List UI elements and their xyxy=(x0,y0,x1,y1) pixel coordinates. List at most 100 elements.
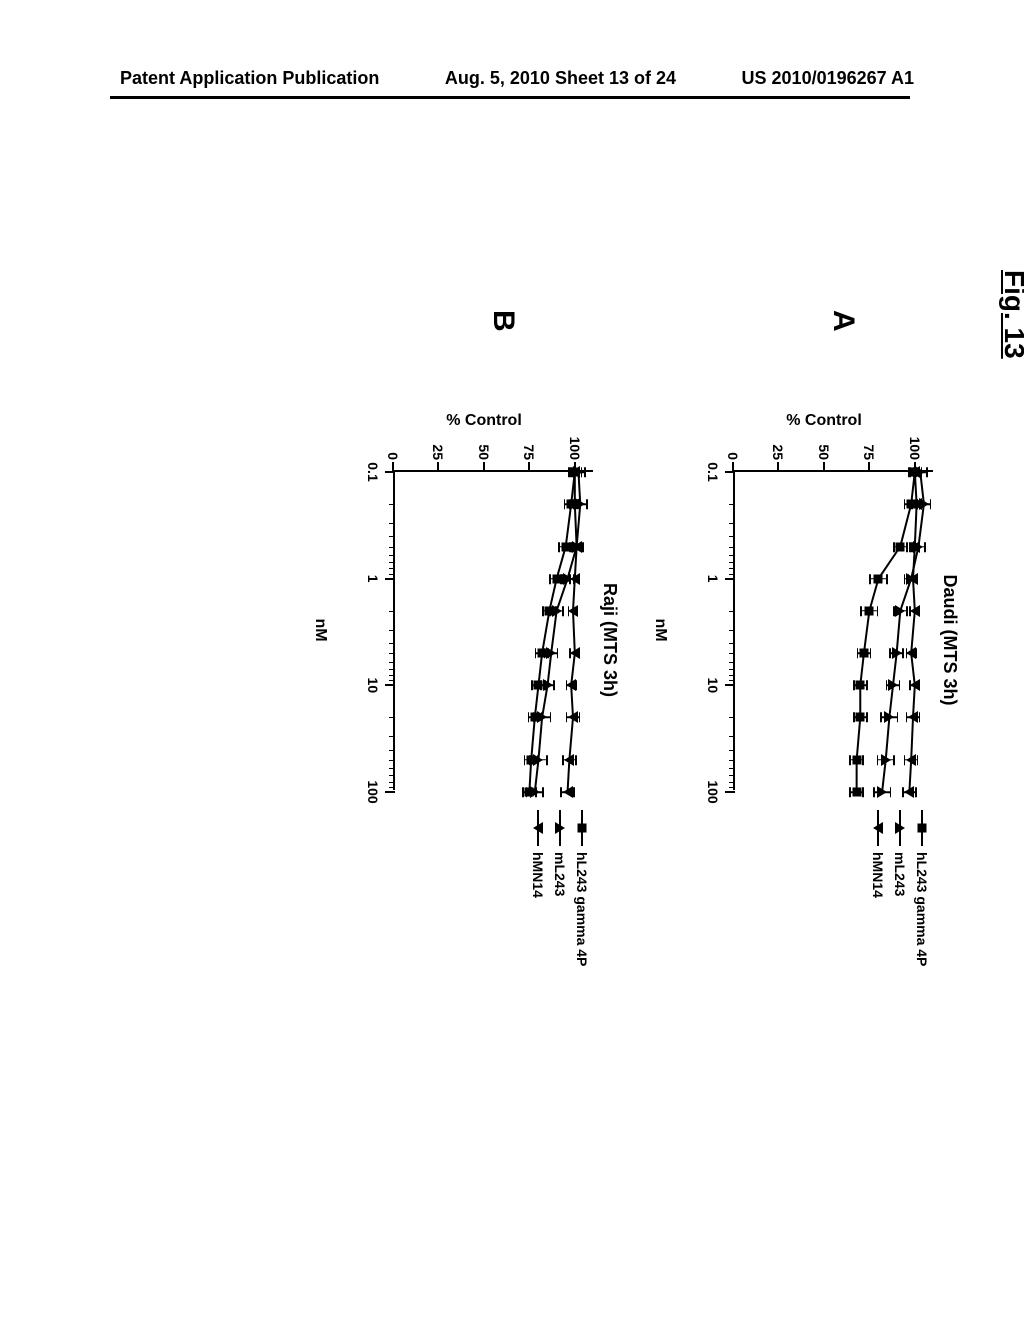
data-marker xyxy=(910,466,920,478)
legend-marker-icon xyxy=(578,824,587,833)
data-marker xyxy=(906,754,916,766)
x-tick-label: 1 xyxy=(365,575,381,583)
panel-a-letter: A xyxy=(826,310,860,332)
data-marker xyxy=(884,711,894,723)
data-marker xyxy=(566,679,576,691)
data-marker xyxy=(906,647,916,659)
legend-item: hMN14 xyxy=(530,810,546,966)
legend-swatch xyxy=(871,810,885,846)
data-marker xyxy=(568,605,578,617)
y-tick xyxy=(483,462,485,472)
legend-label: hL243 gamma 4P xyxy=(574,852,590,966)
data-marker xyxy=(892,647,902,659)
legend-item: mL243 xyxy=(892,810,908,966)
legend-item: hL243 gamma 4P xyxy=(574,810,590,966)
panel-a-title: Daudi (MTS 3h) xyxy=(939,420,960,860)
data-marker xyxy=(910,605,920,617)
data-marker xyxy=(537,711,547,723)
legend-marker-icon xyxy=(533,822,543,834)
x-tick-label: 10 xyxy=(365,678,381,694)
panel-b-legend: hL243 gamma 4P mL243 hMN14 xyxy=(524,810,590,966)
y-tick-label: 100 xyxy=(567,424,583,460)
legend-item: mL243 xyxy=(552,810,568,966)
data-marker xyxy=(856,681,865,690)
data-marker xyxy=(865,606,874,615)
data-marker xyxy=(874,574,883,583)
data-marker xyxy=(910,541,920,553)
y-tick-label: 0 xyxy=(725,424,741,460)
data-marker xyxy=(888,679,898,691)
legend-swatch xyxy=(915,810,929,846)
legend-swatch xyxy=(893,810,907,846)
legend-label: mL243 xyxy=(892,852,908,896)
panel-b-plot-wrap: % Control 02550751000.1110100 nM xyxy=(363,470,593,790)
x-tick-label: 1 xyxy=(705,575,721,583)
panel-b-plot: 02550751000.1110100 xyxy=(393,470,593,790)
data-marker xyxy=(881,754,891,766)
y-tick-label: 75 xyxy=(861,424,877,460)
series-line xyxy=(909,472,916,792)
legend-swatch xyxy=(531,810,545,846)
data-marker xyxy=(852,755,861,764)
legend-label: hMN14 xyxy=(530,852,546,898)
series-line xyxy=(882,472,924,792)
legend-item: hMN14 xyxy=(870,810,886,966)
data-marker xyxy=(912,498,922,510)
panel-a-plot: 02550751000.1110100 xyxy=(733,470,933,790)
data-marker xyxy=(908,573,918,585)
panel-b-letter: B xyxy=(486,310,520,332)
data-marker xyxy=(543,679,553,691)
data-marker xyxy=(877,786,887,798)
panel-a-plot-wrap: % Control 02550751000.1110100 nM xyxy=(703,470,933,790)
data-marker xyxy=(859,649,868,658)
series-line xyxy=(857,472,915,792)
plot-svg xyxy=(733,472,933,792)
panel-b-title: Raji (MTS 3h) xyxy=(599,420,620,860)
data-marker xyxy=(852,788,861,797)
legend-item: hL243 gamma 4P xyxy=(914,810,930,966)
legend-swatch xyxy=(575,810,589,846)
data-marker xyxy=(570,573,580,585)
panel-b-xlabel: nM xyxy=(311,618,329,641)
data-marker xyxy=(908,711,918,723)
plot-svg xyxy=(393,472,593,792)
legend-swatch xyxy=(553,810,567,846)
legend-label: mL243 xyxy=(552,852,568,896)
legend-marker-icon xyxy=(918,824,927,833)
data-marker xyxy=(904,786,914,798)
data-marker xyxy=(910,679,920,691)
data-marker xyxy=(572,541,582,553)
y-tick xyxy=(528,462,530,472)
y-tick xyxy=(868,462,870,472)
legend-label: hMN14 xyxy=(870,852,886,898)
panel-a-xlabel: nM xyxy=(651,618,669,641)
data-marker xyxy=(564,754,574,766)
data-marker xyxy=(896,542,905,551)
figure-area: Fig. 13 A Daudi (MTS 3h) % Control 02550… xyxy=(20,300,1000,1060)
data-marker xyxy=(563,786,573,798)
header-rule xyxy=(110,96,910,99)
data-marker xyxy=(856,713,865,722)
header-right: US 2010/0196267 A1 xyxy=(742,68,914,89)
header-left: Patent Application Publication xyxy=(120,68,379,89)
y-tick xyxy=(437,462,439,472)
y-tick-label: 50 xyxy=(816,424,832,460)
data-marker xyxy=(570,647,580,659)
y-tick xyxy=(823,462,825,472)
y-tick xyxy=(777,462,779,472)
data-marker xyxy=(568,711,578,723)
series-line xyxy=(529,472,574,792)
legend-label: hL243 gamma 4P xyxy=(914,852,930,966)
y-tick-label: 75 xyxy=(521,424,537,460)
x-tick-label: 0.1 xyxy=(705,462,721,481)
y-tick-label: 25 xyxy=(430,424,446,460)
page-header: Patent Application Publication Aug. 5, 2… xyxy=(0,68,1024,89)
x-tick-label: 10 xyxy=(705,678,721,694)
y-tick-label: 0 xyxy=(385,424,401,460)
legend-marker-icon xyxy=(873,822,883,834)
data-marker xyxy=(895,605,905,617)
data-marker xyxy=(530,786,540,798)
data-marker xyxy=(570,498,580,510)
data-marker xyxy=(533,754,543,766)
panel-a: A Daudi (MTS 3h) % Control 02550751000.1… xyxy=(703,420,960,860)
